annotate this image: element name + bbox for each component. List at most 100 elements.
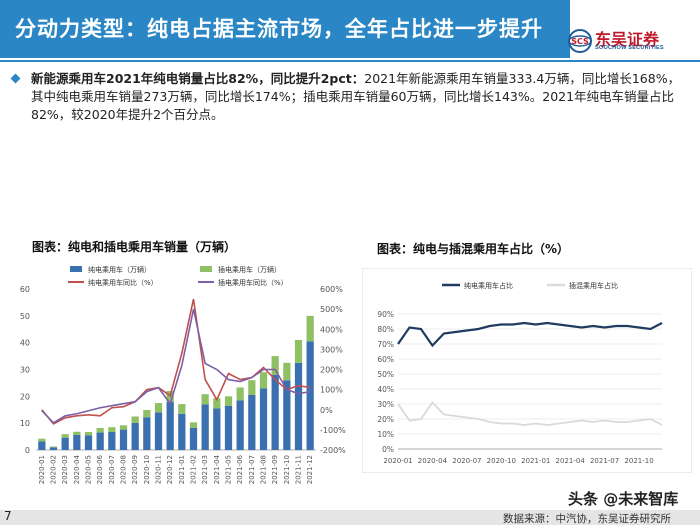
bar-phev: [259, 372, 268, 389]
x-tick-label: 2020-05: [85, 455, 93, 484]
x-tick-label: 2020-01: [38, 455, 46, 484]
y-right-tick-label: 400%: [320, 325, 343, 334]
x-tick-label: 2021-05: [225, 455, 233, 484]
bar-ev: [201, 404, 209, 450]
x-tick-label: 2021-07: [590, 457, 619, 465]
bullet-icon: [10, 73, 21, 84]
y-tick-label: 60%: [377, 355, 394, 364]
left-chart-title: 图表：纯电和插电乘用车销量（万辆）: [32, 240, 237, 254]
legend-label: 纯电乘用车占比: [464, 281, 513, 290]
bar-phev: [271, 356, 279, 375]
legend-label: 插电乘用车（万辆）: [218, 265, 281, 274]
x-tick-label: 2020-02: [50, 455, 58, 484]
y-left-tick-label: 30: [20, 366, 30, 375]
bar-ev: [131, 422, 139, 450]
x-tick-label: 2021-11: [295, 455, 303, 484]
y-right-tick-label: 300%: [320, 345, 343, 354]
bar-ev: [259, 388, 268, 450]
bar-phev: [306, 315, 314, 342]
x-tick-label: 2020-10: [143, 455, 151, 484]
legend-swatch: [70, 266, 82, 272]
summary-highlight: 新能源乘用车2021年纯电销量占比82%，同比提升2pct：: [31, 71, 365, 86]
x-tick-label: 2020-08: [120, 455, 128, 484]
bar-phev: [108, 427, 116, 433]
bar-phev: [248, 380, 256, 395]
y-right-tick-label: -100%: [320, 426, 346, 435]
bar-phev: [73, 431, 81, 435]
summary-paragraph: 新能源乘用车2021年纯电销量占比82%，同比提升2pct：2021年新能源乘用…: [31, 70, 686, 124]
y-left-tick-label: 10: [20, 419, 30, 428]
y-tick-label: 30%: [377, 400, 394, 409]
bar-phev: [49, 446, 58, 448]
watermark: 头条 @未来智库: [568, 490, 679, 508]
logo-mark-icon: SCS: [568, 29, 592, 53]
bar-phev: [38, 438, 46, 442]
header-divider: [0, 60, 700, 62]
x-tick-label: 2021-02: [190, 455, 198, 484]
x-tick-label: 2021-08: [260, 455, 268, 484]
bar-phev: [201, 394, 209, 405]
x-tick-label: 2020-03: [61, 455, 69, 484]
y-right-tick-label: 200%: [320, 366, 343, 375]
x-tick-label: 2020-01: [383, 457, 412, 465]
x-tick-label: 2021-10: [624, 457, 653, 465]
x-tick-label: 2020-11: [155, 455, 163, 484]
bar-phev: [119, 425, 128, 430]
y-right-tick-label: 100%: [320, 386, 343, 395]
bar-phev: [189, 422, 198, 428]
footer-bar: [0, 510, 700, 525]
bar-ev: [189, 427, 198, 450]
x-tick-label: 2020-07: [452, 457, 481, 465]
data-source: 数据来源：中汽协，东吴证券研究所: [503, 513, 671, 525]
x-tick-label: 2021-07: [248, 455, 256, 484]
x-tick-label: 2021-12: [306, 455, 314, 484]
x-tick-label: 2021-03: [201, 455, 209, 484]
bar-ev: [119, 429, 128, 450]
x-tick-label: 2020-07: [108, 455, 116, 484]
line-ev-yoy: [41, 298, 311, 425]
bar-ev: [154, 412, 163, 450]
bar-ev: [84, 435, 93, 450]
bar-ev: [96, 432, 104, 450]
bar-ev: [271, 374, 279, 450]
x-tick-label: 2020-04: [73, 454, 81, 484]
x-tick-label: 2021-09: [271, 455, 279, 484]
x-tick-label: 2020-09: [131, 455, 139, 484]
bar-ev: [306, 341, 314, 450]
bar-phev: [213, 398, 221, 409]
bar-ev: [73, 434, 81, 450]
bar-phev: [154, 403, 163, 413]
y-right-tick-label: -200%: [320, 446, 346, 455]
legend-swatch: [200, 266, 212, 272]
bar-ev: [61, 437, 69, 450]
bar-phev: [61, 434, 69, 438]
bar-ev: [38, 441, 46, 450]
bar-ev: [236, 400, 244, 450]
bar-phev: [236, 387, 244, 401]
company-logo: SCS 东吴证券 SOOCHOW SECURITIES: [568, 28, 696, 54]
bar-ev: [49, 447, 58, 450]
page-number: 7: [4, 509, 12, 523]
y-tick-label: 50%: [377, 370, 394, 379]
y-tick-label: 80%: [377, 325, 394, 334]
x-tick-label: 2020-06: [96, 454, 104, 484]
bar-phev: [131, 416, 139, 423]
y-tick-label: 40%: [377, 385, 394, 394]
legend-label: 插电乘用车同比（%）: [218, 278, 288, 287]
x-tick-label: 2021-04: [213, 454, 221, 484]
bar-phev: [143, 410, 151, 418]
x-tick-label: 2021-01: [178, 455, 186, 484]
y-tick-label: 20%: [377, 415, 394, 424]
x-tick-label: 2020-12: [166, 455, 174, 484]
x-tick-label: 2021-04: [556, 457, 586, 465]
legend-label: 插混乘用车占比: [569, 281, 618, 290]
legend-label: 纯电乘用车（万辆）: [88, 265, 151, 274]
page-title: 分动力类型：纯电占据主流市场，全年占比进一步提升: [15, 17, 543, 41]
logo-english: SOOCHOW SECURITIES: [595, 45, 664, 51]
x-tick-label: 2020-10: [487, 457, 516, 465]
bar-phev: [84, 432, 93, 436]
chart-frame: [362, 268, 692, 473]
x-tick-label: 2021-10: [283, 455, 291, 484]
line-phev-yoy: [41, 308, 311, 424]
bar-ev: [143, 417, 151, 450]
